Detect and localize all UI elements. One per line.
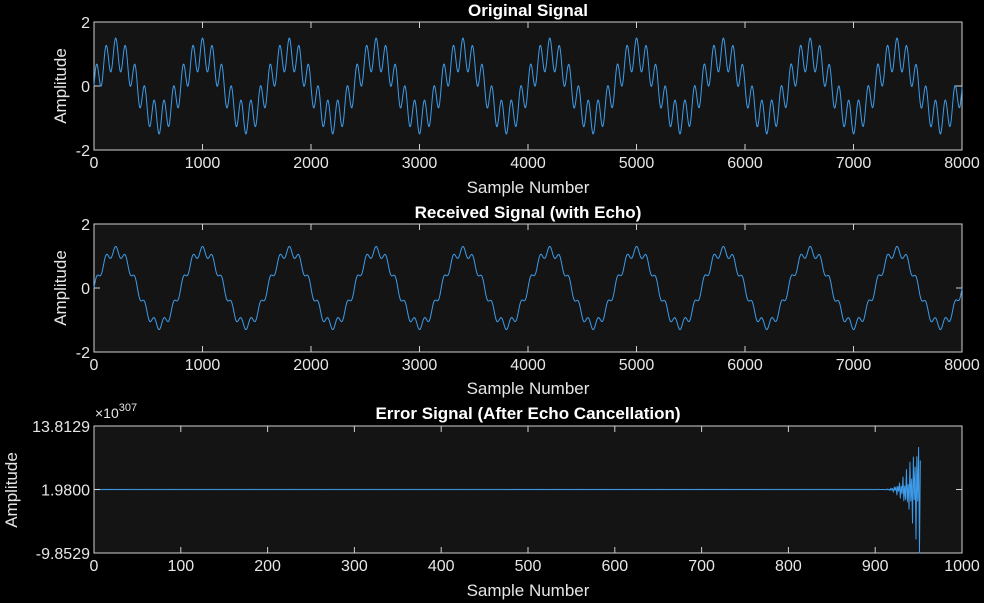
series-line [93, 245, 963, 331]
y-tick-label: 2 [81, 217, 90, 234]
received-series [93, 245, 963, 331]
y-axis-label: Amplitude [2, 452, 21, 528]
chart-title: Error Signal (After Echo Cancellation) [375, 404, 680, 423]
x-tick-label: 8000 [944, 155, 980, 172]
x-ticks: 0 100 200 300 400 500 600 700 800 900 1000 [90, 426, 980, 575]
x-tick-label: 3000 [402, 155, 438, 172]
x-axis-label: Sample Number [467, 178, 590, 197]
x-tick-label: 400 [428, 558, 455, 575]
x-ticks: 0 1000 2000 3000 4000 5000 6000 7000 8000 [90, 22, 980, 172]
x-tick-label: 5000 [619, 155, 655, 172]
x-tick-label: 0 [90, 357, 99, 374]
y-tick-label: 1.9800 [41, 483, 90, 500]
x-tick-label: 0 [90, 558, 99, 575]
x-tick-label: 6000 [727, 357, 763, 374]
series-line [93, 37, 963, 135]
x-tick-label: 5000 [619, 357, 655, 374]
x-tick-label: 900 [862, 558, 889, 575]
x-tick-label: 500 [515, 558, 542, 575]
y-exponent-label: ×10307 [95, 402, 137, 421]
x-tick-label: 1000 [944, 558, 980, 575]
chart-original-signal: 0 1000 2000 3000 4000 5000 6000 7000 8000 -202 O… [51, 1, 980, 197]
x-tick-label: 2000 [293, 155, 329, 172]
x-tick-label: 3000 [402, 357, 438, 374]
y-ticks: -2 0 2 [76, 217, 962, 362]
x-tick-label: 1000 [185, 357, 221, 374]
y-tick-label: -9.8529 [36, 546, 90, 563]
x-tick-label: 800 [775, 558, 802, 575]
error-series [93, 446, 921, 554]
x-tick-label: 2000 [293, 357, 329, 374]
y-exponent-base: ×10 [95, 405, 119, 421]
x-tick-label: 8000 [944, 357, 980, 374]
x-tick-label: 200 [254, 558, 281, 575]
x-tick-label: 4000 [510, 357, 546, 374]
x-tick-label: 100 [167, 558, 194, 575]
x-tick-label: 6000 [727, 155, 763, 172]
chart-title: Original Signal [468, 1, 588, 20]
chart-title: Received Signal (with Echo) [415, 203, 642, 222]
x-tick-label: 7000 [836, 155, 872, 172]
y-ticks: -2 0 2 [76, 15, 962, 160]
x-axis-label: Sample Number [467, 581, 590, 600]
y-tick-label: -2 [76, 143, 90, 160]
y-tick-label: 2 [81, 15, 90, 32]
x-axis-label: Sample Number [467, 379, 590, 398]
x-tick-label: 0 [90, 155, 99, 172]
y-axis-label: Amplitude [51, 250, 70, 326]
x-tick-label: 600 [601, 558, 628, 575]
y-ticks: -9.8529 1.9800 13.8129 [32, 419, 962, 563]
chart-error-signal: 0 100 200 300 400 500 600 700 800 900 1000 -9.8529… [2, 402, 980, 600]
x-tick-label: 7000 [836, 357, 872, 374]
y-axis-label: Amplitude [51, 48, 70, 124]
x-ticks: 0 1000 2000 3000 4000 5000 6000 7000 8000 [90, 224, 980, 374]
x-tick-label: 1000 [185, 155, 221, 172]
y-tick-label: 0 [81, 281, 90, 298]
chart-received-signal: 0 1000 2000 3000 4000 5000 6000 7000 8000 -202 R… [51, 203, 980, 398]
original-series [93, 37, 963, 135]
y-exponent-power: 307 [119, 402, 137, 414]
x-tick-label: 700 [688, 558, 715, 575]
y-tick-label: -2 [76, 345, 90, 362]
series-line [93, 446, 921, 554]
y-tick-label: 0 [81, 79, 90, 96]
x-tick-label: 4000 [510, 155, 546, 172]
y-tick-label: 13.8129 [32, 419, 90, 436]
x-tick-label: 300 [341, 558, 368, 575]
